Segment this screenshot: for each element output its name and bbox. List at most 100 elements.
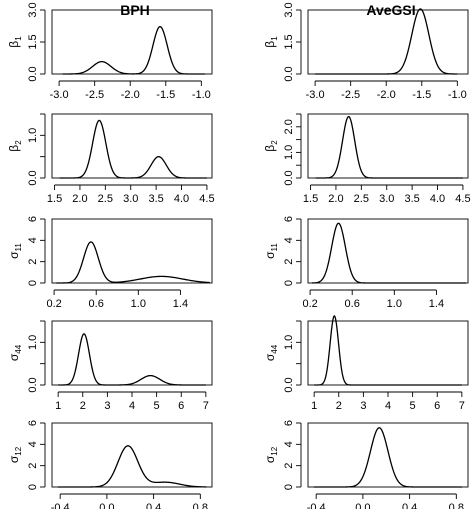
density-curve: [312, 222, 466, 284]
x-tick-label: 1.0: [387, 298, 402, 310]
x-tick-label: 0.4: [146, 502, 161, 509]
y-tick-label: 6: [27, 216, 39, 222]
x-tick-label: -0.4: [51, 502, 70, 509]
x-tick-label: 2: [336, 400, 342, 412]
density-curve: [56, 241, 210, 284]
density-curve: [57, 445, 207, 488]
y-axis-label-subscript: 11: [270, 243, 279, 252]
density-panel-avegsi-4: -0.4 0.0 0.4 0.8 0 2 4 6 σ12: [263, 420, 469, 509]
x-tick-label: 4: [385, 400, 391, 412]
y-axis-label-subscript: 12: [14, 446, 23, 455]
plot-frame: [307, 9, 469, 75]
panel-grid: -3.0 -2.5 -2.0 -1.5 -1.00.01.53.0β1-3.0 -2.5-…: [7, 2, 471, 509]
x-tick-label: -2.0: [377, 89, 396, 101]
y-axis-label: β2: [263, 140, 279, 152]
y-axis-label: σ12: [263, 446, 279, 463]
x-tick-label: -1.5: [156, 89, 175, 101]
x-tick-label: 1.0: [131, 298, 146, 310]
y-tick-label: 1.5: [27, 34, 39, 49]
x-tick-label: 4.5: [455, 193, 470, 205]
x-tick-label: 3.0: [123, 193, 138, 205]
y-tick-label: 0.0: [27, 377, 39, 392]
y-axis-label-subscript: 1: [270, 36, 279, 41]
x-tick-label: 6: [434, 400, 440, 412]
plot-frame: [51, 9, 213, 75]
y-axis-label-symbol: σ: [263, 353, 277, 361]
x-tick-label: 7: [459, 400, 465, 412]
x-tick-label: -0.4: [307, 502, 326, 509]
x-tick-label: 3: [104, 400, 110, 412]
density-panel-bph-4: -0.4 0.0 0.4 0.8 0 2 4 6 σ12: [7, 420, 213, 509]
x-tick-label: 2.5: [354, 193, 369, 205]
x-tick-label: -1.0: [448, 89, 467, 101]
y-tick-label: 1.0: [283, 145, 295, 160]
density-panel-avegsi-2: 0.2 0.6 1.0 1.4 0 2 4 6 σ11: [263, 216, 469, 310]
x-tick-label: 7: [203, 400, 209, 412]
y-axis-label-symbol: σ: [7, 251, 21, 259]
y-axis-label-symbol: β: [263, 41, 277, 48]
x-tick-label: 5: [154, 400, 160, 412]
y-tick-label: 1.5: [283, 34, 295, 49]
x-tick-label: -2.0: [121, 89, 140, 101]
x-tick-label: 0.2: [46, 298, 61, 310]
y-axis-label-subscript: 11: [14, 243, 23, 252]
x-tick-label: 1.4: [173, 298, 188, 310]
y-axis-label-subscript: 44: [270, 344, 279, 353]
x-tick-label: 6: [178, 400, 184, 412]
y-axis-label: β1: [7, 36, 23, 48]
density-curve: [62, 26, 205, 75]
y-axis-label: σ11: [263, 243, 279, 259]
density-panel-avegsi-1: 1.5 2.0 2.5 3.0 3.5 4.0 4.5 0.0 1.0 2.0 β2: [263, 113, 471, 205]
y-axis-label-subscript: 2: [270, 140, 279, 145]
x-tick-label: 0.0: [99, 502, 114, 509]
y-tick-label: 2: [283, 259, 295, 265]
y-tick-label: 4: [283, 441, 295, 447]
y-tick-label: 2.0: [283, 119, 295, 134]
y-axis-label-symbol: β: [7, 145, 21, 152]
plot-frame: [51, 218, 213, 284]
x-tick-label: 0.6: [345, 298, 360, 310]
y-axis-label-symbol: σ: [263, 455, 277, 463]
x-tick-label: 3.5: [404, 193, 419, 205]
y-axis-label: β2: [7, 140, 23, 152]
y-tick-label: 6: [283, 420, 295, 426]
y-axis-label-subscript: 12: [270, 446, 279, 455]
x-tick-label: 3: [360, 400, 366, 412]
density-curve: [59, 119, 207, 179]
x-tick-label: 5: [410, 400, 416, 412]
x-tick-label: -1.0: [192, 89, 211, 101]
x-tick-label: 0.0: [355, 502, 370, 509]
y-tick-label: 4: [27, 237, 39, 243]
x-tick-label: 0.8: [449, 502, 464, 509]
y-axis-label: σ12: [7, 446, 23, 463]
x-tick-label: 2.5: [98, 193, 113, 205]
y-tick-label: 2: [27, 259, 39, 265]
x-tick-label: -3.0: [306, 89, 325, 101]
x-tick-label: 2: [80, 400, 86, 412]
density-curve: [314, 314, 462, 386]
density-panel-avegsi-3: 1 2 3 4 5 6 7 0.0 1.0 σ44: [263, 314, 469, 412]
plot-frame: [307, 113, 469, 179]
y-axis-label-symbol: σ: [263, 251, 277, 259]
y-tick-label: 0: [27, 280, 39, 286]
density-panel-bph-1: 1.5 2.0 2.5 3.0 3.5 4.0 4.5 0.0 1.0 β2: [7, 113, 215, 205]
x-tick-label: 1.4: [429, 298, 444, 310]
y-tick-label: 6: [27, 420, 39, 426]
y-axis-label-subscript: 1: [14, 36, 23, 41]
y-tick-label: 4: [283, 237, 295, 243]
plot-frame: [51, 320, 213, 386]
y-tick-label: 0: [27, 484, 39, 490]
x-tick-label: 4.5: [199, 193, 214, 205]
plot-frame: [307, 218, 469, 284]
y-axis-label: σ44: [263, 344, 279, 361]
y-axis-label-symbol: β: [263, 145, 277, 152]
y-tick-label: 0: [283, 484, 295, 490]
y-tick-label: 0.0: [283, 170, 295, 185]
density-panel-avegsi-0: -3.0 -2.5 -2.0 -1.5 -1.0 0.0 1.5 3.0 β1: [263, 2, 469, 101]
density-panel-bph-2: 0.2 0.6 1.0 1.4 0 2 4 6 σ11: [7, 216, 213, 310]
x-tick-label: 4: [129, 400, 135, 412]
y-axis-label-symbol: σ: [7, 353, 21, 361]
y-axis-label-subscript: 44: [14, 344, 23, 353]
density-panel-bph-0: -3.0 -2.5 -2.0 -1.5 -1.0 0.0 1.5 3.0 β1: [7, 2, 213, 101]
